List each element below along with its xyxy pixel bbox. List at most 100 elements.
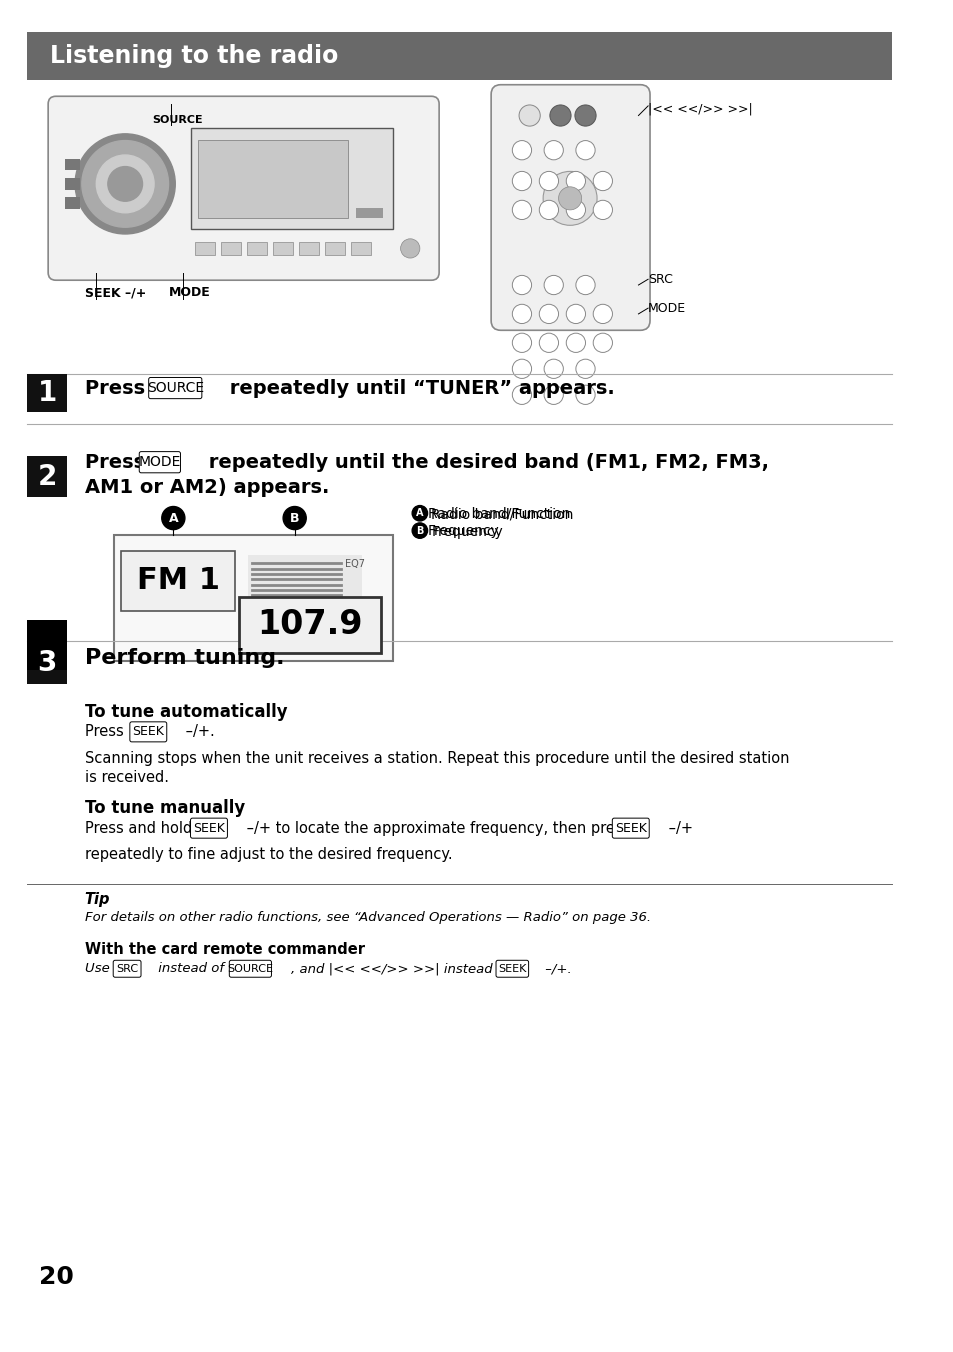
Circle shape	[593, 200, 612, 219]
Circle shape	[400, 239, 419, 258]
Circle shape	[512, 172, 531, 191]
Bar	[27, 621, 68, 671]
Text: Press: Press	[85, 379, 152, 397]
Circle shape	[576, 141, 595, 160]
Bar	[66, 197, 80, 210]
Text: FM 1: FM 1	[136, 566, 219, 595]
Text: Radio band/Function: Radio band/Function	[427, 506, 569, 521]
Bar	[195, 242, 214, 256]
Circle shape	[575, 105, 596, 126]
Text: ●: ●	[414, 522, 427, 537]
Text: SRC: SRC	[647, 273, 672, 285]
Bar	[66, 160, 80, 170]
FancyBboxPatch shape	[113, 960, 141, 977]
Circle shape	[538, 200, 558, 219]
Text: is received.: is received.	[85, 771, 169, 786]
Bar	[221, 242, 240, 256]
Text: A: A	[416, 508, 423, 518]
Text: SEEK: SEEK	[497, 964, 526, 973]
Circle shape	[75, 134, 175, 234]
Text: Press and hold: Press and hold	[85, 821, 196, 836]
Circle shape	[543, 385, 563, 404]
Text: SOURCE: SOURCE	[227, 964, 274, 973]
Text: Press: Press	[85, 725, 128, 740]
Circle shape	[512, 360, 531, 379]
Circle shape	[543, 360, 563, 379]
Circle shape	[108, 166, 142, 201]
Text: 1: 1	[37, 379, 57, 407]
Text: SEEK: SEEK	[132, 726, 164, 738]
Bar	[299, 242, 318, 256]
Text: Radio band/Function: Radio band/Function	[431, 507, 573, 522]
FancyBboxPatch shape	[496, 960, 528, 977]
Text: MODE: MODE	[647, 301, 685, 315]
FancyBboxPatch shape	[229, 960, 272, 977]
Bar	[27, 457, 68, 498]
Text: –/+.: –/+.	[540, 963, 572, 975]
Text: Perform tuning.: Perform tuning.	[85, 648, 284, 668]
Text: instead of: instead of	[154, 963, 228, 975]
Bar	[274, 242, 293, 256]
Text: 2: 2	[37, 462, 57, 491]
Circle shape	[566, 200, 585, 219]
Circle shape	[512, 276, 531, 295]
Text: Use: Use	[85, 963, 113, 975]
Text: , and |<< <</>> >>| instead of: , and |<< <</>> >>| instead of	[291, 963, 513, 975]
Text: repeatedly to fine adjust to the desired frequency.: repeatedly to fine adjust to the desired…	[85, 848, 452, 863]
Text: Tip: Tip	[85, 892, 111, 907]
Text: –/+: –/+	[663, 821, 692, 836]
Text: ●: ●	[414, 504, 427, 519]
Circle shape	[538, 304, 558, 323]
Text: Frequency: Frequency	[427, 523, 498, 538]
Text: SRC: SRC	[116, 964, 138, 973]
Text: SEEK: SEEK	[614, 822, 646, 834]
Text: repeatedly until the desired band (FM1, FM2, FM3,: repeatedly until the desired band (FM1, …	[202, 453, 768, 472]
Text: EQ7: EQ7	[344, 558, 364, 568]
Circle shape	[566, 304, 585, 323]
Text: To tune automatically: To tune automatically	[85, 703, 287, 721]
FancyBboxPatch shape	[139, 452, 180, 473]
Bar	[325, 242, 344, 256]
Bar	[113, 535, 393, 661]
Circle shape	[412, 523, 427, 538]
Circle shape	[512, 385, 531, 404]
Circle shape	[543, 141, 563, 160]
Text: To tune manually: To tune manually	[85, 799, 245, 817]
Bar	[27, 31, 891, 80]
FancyBboxPatch shape	[149, 377, 202, 399]
Circle shape	[543, 276, 563, 295]
Text: Press: Press	[85, 453, 152, 472]
Text: SOURCE: SOURCE	[147, 381, 204, 395]
Circle shape	[576, 276, 595, 295]
Circle shape	[576, 385, 595, 404]
Text: MODE: MODE	[169, 287, 210, 299]
FancyBboxPatch shape	[191, 818, 227, 838]
Text: –/+.: –/+.	[181, 725, 214, 740]
Text: 3: 3	[37, 649, 57, 677]
Circle shape	[96, 155, 154, 212]
Text: 107.9: 107.9	[257, 608, 362, 641]
Text: Scanning stops when the unit receives a station. Repeat this procedure until the: Scanning stops when the unit receives a …	[85, 752, 788, 767]
Circle shape	[558, 187, 581, 210]
Circle shape	[542, 172, 597, 226]
Circle shape	[82, 141, 169, 227]
Bar	[27, 644, 68, 684]
FancyBboxPatch shape	[48, 96, 438, 280]
Circle shape	[512, 333, 531, 353]
Bar	[247, 242, 267, 256]
Text: B: B	[290, 511, 299, 525]
Circle shape	[549, 105, 571, 126]
Circle shape	[162, 507, 185, 530]
Text: SEEK –/+: SEEK –/+	[85, 287, 146, 299]
Bar	[198, 139, 347, 218]
Circle shape	[593, 333, 612, 353]
Bar	[27, 373, 68, 412]
Circle shape	[538, 172, 558, 191]
Text: Listening to the radio: Listening to the radio	[50, 43, 338, 68]
FancyBboxPatch shape	[491, 85, 649, 330]
Circle shape	[512, 141, 531, 160]
Text: With the card remote commander: With the card remote commander	[85, 942, 364, 957]
FancyBboxPatch shape	[130, 722, 167, 742]
Text: repeatedly until “TUNER” appears.: repeatedly until “TUNER” appears.	[223, 379, 615, 397]
Text: A: A	[169, 511, 178, 525]
